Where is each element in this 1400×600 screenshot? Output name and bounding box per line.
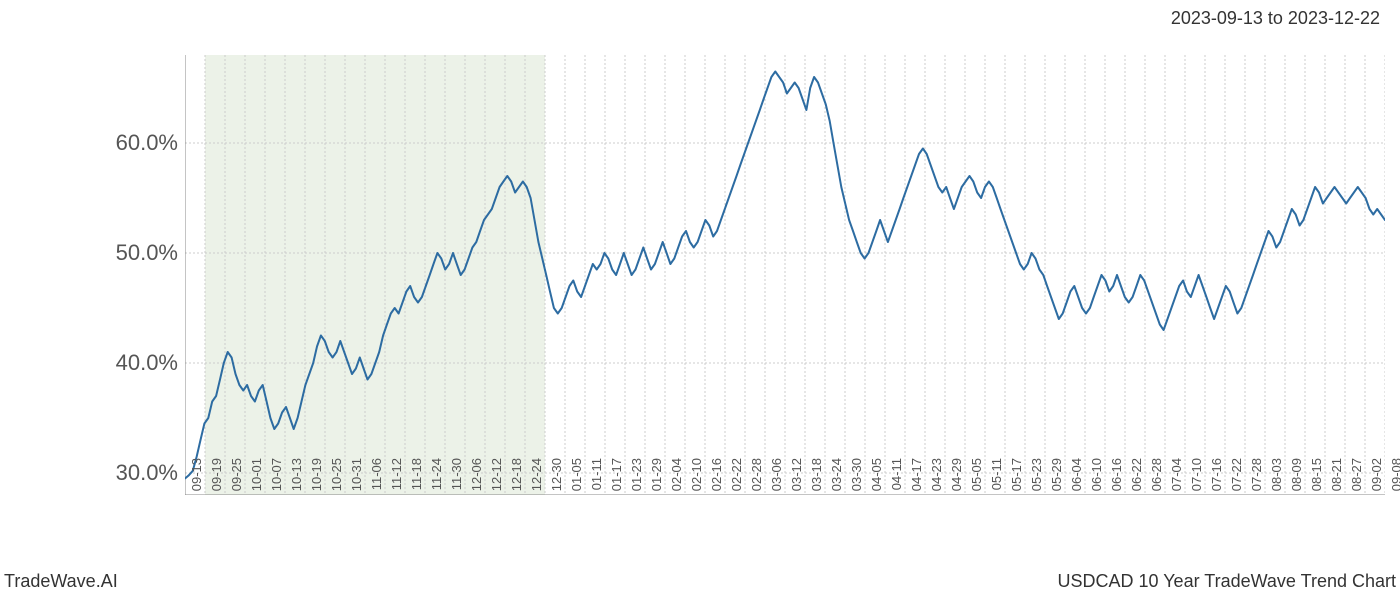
x-tick-label: 12-24 (529, 458, 544, 508)
x-tick-label: 12-30 (549, 458, 564, 508)
x-tick-label: 10-13 (289, 458, 304, 508)
chart-title: USDCAD 10 Year TradeWave Trend Chart (1058, 571, 1397, 592)
y-tick-label: 50.0% (116, 240, 178, 266)
x-tick-label: 02-22 (729, 458, 744, 508)
x-tick-label: 11-06 (369, 458, 384, 508)
x-tick-label: 06-16 (1109, 458, 1124, 508)
date-range-header: 2023-09-13 to 2023-12-22 (1171, 8, 1380, 29)
x-tick-label: 05-11 (989, 458, 1004, 508)
x-tick-label: 06-28 (1149, 458, 1164, 508)
x-tick-label: 10-19 (309, 458, 324, 508)
x-tick-label: 08-27 (1349, 458, 1364, 508)
brand-label: TradeWave.AI (4, 571, 118, 592)
x-tick-label: 08-15 (1309, 458, 1324, 508)
x-tick-label: 10-25 (329, 458, 344, 508)
x-tick-label: 10-31 (349, 458, 364, 508)
x-tick-label: 04-05 (869, 458, 884, 508)
x-tick-label: 02-16 (709, 458, 724, 508)
x-tick-label: 12-06 (469, 458, 484, 508)
x-tick-label: 11-30 (449, 458, 464, 508)
x-tick-label: 08-21 (1329, 458, 1344, 508)
x-tick-label: 11-24 (429, 458, 444, 508)
x-tick-label: 01-11 (589, 458, 604, 508)
x-tick-label: 02-04 (669, 458, 684, 508)
x-tick-label: 09-25 (229, 458, 244, 508)
x-tick-label: 05-29 (1049, 458, 1064, 508)
x-tick-label: 03-24 (829, 458, 844, 508)
x-tick-label: 01-23 (629, 458, 644, 508)
x-tick-label: 07-10 (1189, 458, 1204, 508)
x-tick-label: 07-22 (1229, 458, 1244, 508)
x-tick-label: 04-23 (929, 458, 944, 508)
x-tick-label: 08-03 (1269, 458, 1284, 508)
x-tick-label: 02-28 (749, 458, 764, 508)
x-tick-label: 05-23 (1029, 458, 1044, 508)
x-tick-label: 04-29 (949, 458, 964, 508)
x-tick-label: 09-08 (1389, 458, 1400, 508)
x-tick-label: 10-01 (249, 458, 264, 508)
y-tick-label: 40.0% (116, 350, 178, 376)
x-tick-label: 04-11 (889, 458, 904, 508)
trend-chart (185, 55, 1385, 495)
x-tick-label: 09-19 (209, 458, 224, 508)
x-tick-label: 04-17 (909, 458, 924, 508)
x-tick-label: 06-04 (1069, 458, 1084, 508)
x-tick-label: 12-12 (489, 458, 504, 508)
x-tick-label: 07-04 (1169, 458, 1184, 508)
x-tick-label: 08-09 (1289, 458, 1304, 508)
y-tick-label: 60.0% (116, 130, 178, 156)
x-tick-label: 03-06 (769, 458, 784, 508)
x-tick-label: 07-28 (1249, 458, 1264, 508)
x-tick-label: 09-02 (1369, 458, 1384, 508)
x-tick-label: 10-07 (269, 458, 284, 508)
x-tick-label: 07-16 (1209, 458, 1224, 508)
x-tick-label: 02-10 (689, 458, 704, 508)
x-tick-label: 01-17 (609, 458, 624, 508)
x-tick-label: 11-12 (389, 458, 404, 508)
x-tick-label: 01-05 (569, 458, 584, 508)
x-tick-label: 11-18 (409, 458, 424, 508)
x-tick-label: 12-18 (509, 458, 524, 508)
y-tick-label: 30.0% (116, 460, 178, 486)
x-tick-label: 01-29 (649, 458, 664, 508)
x-tick-label: 05-05 (969, 458, 984, 508)
x-tick-label: 03-18 (809, 458, 824, 508)
x-tick-label: 03-30 (849, 458, 864, 508)
x-tick-label: 06-10 (1089, 458, 1104, 508)
x-tick-label: 09-13 (189, 458, 204, 508)
x-tick-label: 03-12 (789, 458, 804, 508)
chart-container (185, 55, 1385, 495)
x-tick-label: 06-22 (1129, 458, 1144, 508)
x-tick-label: 05-17 (1009, 458, 1024, 508)
